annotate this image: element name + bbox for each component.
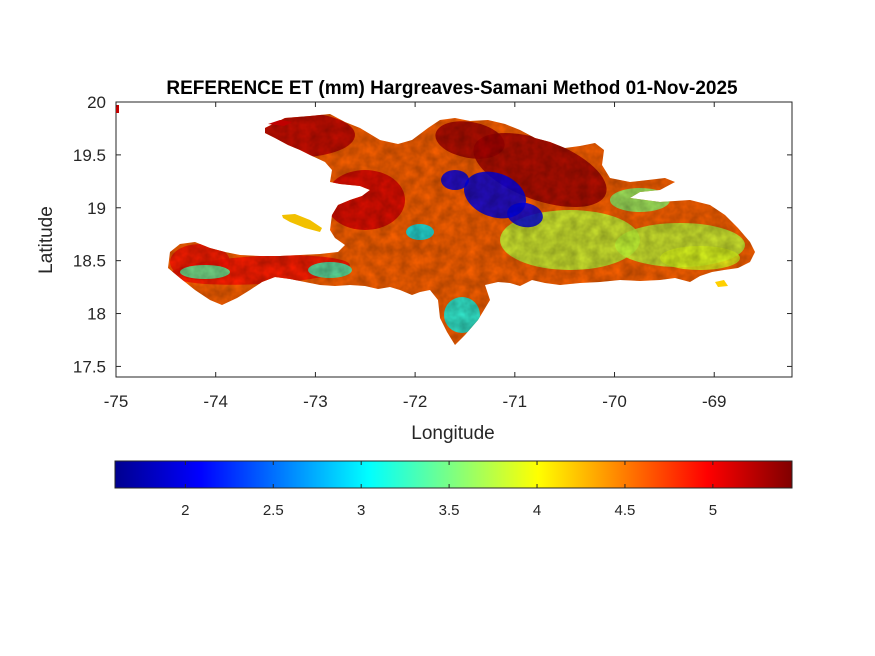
y-tick-label: 20 <box>87 93 106 112</box>
y-tick-label: 18.5 <box>73 252 106 271</box>
y-tick-label: 18 <box>87 305 106 324</box>
y-tick-label: 17.5 <box>73 357 106 376</box>
colorbar-tick-label: 3.5 <box>439 502 460 519</box>
x-tick-label: -71 <box>503 392 528 411</box>
colorbar-ticks: 2 2.5 3 3.5 4 4.5 5 <box>181 461 717 519</box>
colorbar-tick-label: 2 <box>181 502 189 519</box>
x-axis-ticks: -75 -74 -73 -72 -71 -70 -69 <box>104 102 727 411</box>
colorbar-tick-label: 2.5 <box>263 502 284 519</box>
x-tick-label: -74 <box>203 392 228 411</box>
tortuga-island <box>268 120 292 126</box>
colorbar: 2 2.5 3 3.5 4 4.5 5 <box>114 460 793 519</box>
colorbar-tick-label: 4.5 <box>615 502 636 519</box>
x-tick-label: -69 <box>702 392 727 411</box>
y-tick-label: 19.5 <box>73 146 106 165</box>
x-tick-label: -72 <box>403 392 428 411</box>
map-edge-pixel <box>116 105 119 113</box>
y-tick-label: 19 <box>87 199 106 218</box>
colorbar-tick-label: 4 <box>533 502 541 519</box>
plot-area: -75 -74 -73 -72 -71 -70 -69 17.5 18 18.5 19 19.5 20 <box>73 93 793 411</box>
colorbar-gradient <box>114 460 793 489</box>
y-axis-label: Latitude <box>36 206 57 274</box>
chart-title: REFERENCE ET (mm) Hargreaves-Samani Meth… <box>166 78 738 99</box>
saona-island <box>715 280 728 287</box>
y-axis-ticks: 17.5 18 18.5 19 19.5 20 <box>73 93 792 376</box>
colorbar-tick-label: 3 <box>357 502 365 519</box>
gonave-island <box>282 214 322 232</box>
x-tick-label: -73 <box>303 392 328 411</box>
x-tick-label: -70 <box>602 392 627 411</box>
colorbar-tick-label: 5 <box>709 502 717 519</box>
x-tick-label: -75 <box>104 392 129 411</box>
x-axis-label: Longitude <box>411 423 494 444</box>
